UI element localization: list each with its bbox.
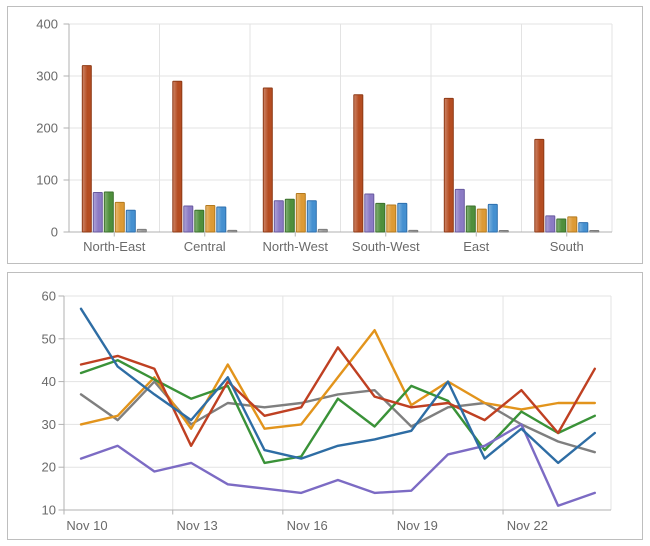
- bar-series-green: [194, 209, 205, 233]
- bar-series-rust: [443, 97, 454, 233]
- y-axis-label: 400: [36, 17, 58, 32]
- line-green: [79, 358, 596, 465]
- x-axis-label: East: [463, 239, 489, 254]
- bar-series-purple: [92, 192, 103, 233]
- line-chart: 10 20 30 40 50 60 Nov 10 Nov 13 Nov 16 Nov 19 Nov …: [42, 289, 612, 533]
- x-axis-label: Central: [184, 239, 226, 254]
- y-axis-label: 100: [36, 173, 58, 188]
- bar-series-gray: [589, 230, 600, 233]
- bar-series-orange: [386, 204, 397, 233]
- y-axis-label: 50: [42, 331, 56, 346]
- x-axis-label: Nov 19: [397, 518, 438, 533]
- line-blue: [79, 307, 596, 465]
- bar-chart-panel: 0 100 200 300 400 North-East Central North-West…: [7, 6, 643, 264]
- bar-series-orange: [567, 216, 578, 233]
- bar-series-blue: [397, 202, 408, 233]
- bar-series-gray: [136, 228, 147, 233]
- bar-series-blue: [578, 222, 589, 233]
- bar-series-orange: [476, 208, 487, 233]
- y-axis-label: 60: [42, 289, 56, 304]
- bar-series-orange: [295, 193, 306, 233]
- bar-series-blue: [125, 209, 136, 233]
- bar-series-purple: [273, 200, 284, 233]
- line-purple: [79, 423, 596, 507]
- bar-series-gray: [408, 229, 419, 233]
- x-axis-label: Nov 13: [176, 518, 217, 533]
- x-axis-label: North-West: [263, 239, 329, 254]
- x-axis-label: North-East: [83, 239, 146, 254]
- bar-series-green: [284, 198, 295, 233]
- bar-series-orange: [114, 201, 125, 233]
- y-axis-label: 0: [51, 225, 58, 240]
- line-red: [79, 346, 596, 448]
- bar-series-gray: [498, 230, 509, 233]
- line-chart-panel: 10 20 30 40 50 60 Nov 10 Nov 13 Nov 16 Nov 19 Nov …: [7, 272, 643, 540]
- y-axis-label: 10: [42, 503, 56, 518]
- bar-series-blue: [306, 200, 317, 233]
- bar-series-green: [103, 191, 114, 233]
- bar-series-rust: [262, 87, 273, 233]
- bar-series-purple: [454, 188, 465, 233]
- x-axis-label: South: [550, 239, 584, 254]
- bar-series-purple: [183, 205, 194, 233]
- bar-series-purple: [545, 215, 556, 233]
- y-axis-label: 40: [42, 374, 56, 389]
- y-axis-label: 30: [42, 417, 56, 432]
- bar-series-rust: [534, 138, 545, 233]
- bar-series-orange: [205, 205, 216, 233]
- y-axis-label: 20: [42, 460, 56, 475]
- x-axis-label: Nov 10: [66, 518, 107, 533]
- x-axis-label: Nov 22: [507, 518, 548, 533]
- bar-series-green: [556, 218, 567, 233]
- bar-series-blue: [216, 206, 227, 233]
- bar-series-gray: [317, 228, 328, 233]
- bar-series-purple: [364, 193, 375, 233]
- x-axis-label: Nov 16: [287, 518, 328, 533]
- bar-chart: 0 100 200 300 400 North-East Central North-West…: [36, 17, 613, 254]
- bar-series-gray: [227, 229, 238, 233]
- bar-series-rust: [81, 65, 92, 233]
- bar-series-green: [465, 205, 476, 233]
- y-axis-label: 200: [36, 121, 58, 136]
- bar-series-rust: [353, 94, 364, 233]
- bar-series-green: [375, 202, 386, 233]
- bar-series-blue: [487, 203, 498, 233]
- bar-series-rust: [172, 80, 183, 233]
- y-axis-label: 300: [36, 69, 58, 84]
- x-axis-label: South-West: [352, 239, 420, 254]
